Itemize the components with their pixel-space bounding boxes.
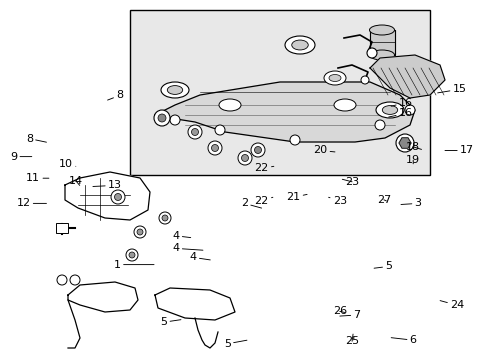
Circle shape bbox=[57, 275, 67, 285]
Ellipse shape bbox=[333, 99, 355, 111]
Circle shape bbox=[366, 48, 376, 58]
Text: 9: 9 bbox=[10, 152, 32, 162]
Text: 4: 4 bbox=[189, 252, 210, 262]
Circle shape bbox=[170, 115, 180, 125]
Circle shape bbox=[137, 229, 142, 235]
Circle shape bbox=[191, 129, 198, 135]
Ellipse shape bbox=[167, 86, 183, 94]
Text: 10: 10 bbox=[59, 159, 76, 169]
Text: 19: 19 bbox=[406, 155, 419, 165]
Circle shape bbox=[215, 125, 224, 135]
Text: 5: 5 bbox=[373, 261, 391, 271]
Text: 1: 1 bbox=[114, 260, 154, 270]
Circle shape bbox=[111, 190, 125, 204]
Ellipse shape bbox=[369, 50, 394, 60]
Circle shape bbox=[158, 114, 165, 122]
Circle shape bbox=[250, 143, 264, 157]
Ellipse shape bbox=[369, 25, 394, 35]
Text: 4: 4 bbox=[172, 231, 190, 241]
Circle shape bbox=[126, 249, 138, 261]
Text: 15: 15 bbox=[437, 84, 466, 94]
Text: 22: 22 bbox=[254, 196, 272, 206]
Text: 8: 8 bbox=[107, 90, 123, 100]
Ellipse shape bbox=[375, 102, 403, 118]
Text: 18: 18 bbox=[406, 142, 421, 152]
Polygon shape bbox=[68, 282, 138, 312]
Text: 8: 8 bbox=[26, 134, 46, 144]
Circle shape bbox=[241, 154, 248, 162]
Ellipse shape bbox=[291, 40, 307, 50]
Circle shape bbox=[70, 275, 80, 285]
Text: 26: 26 bbox=[332, 306, 346, 316]
Circle shape bbox=[162, 215, 168, 221]
Ellipse shape bbox=[328, 75, 340, 81]
Text: 23: 23 bbox=[328, 196, 346, 206]
Text: 25: 25 bbox=[345, 334, 358, 346]
Text: 7: 7 bbox=[339, 310, 360, 320]
Text: 24: 24 bbox=[439, 300, 464, 310]
Text: 20: 20 bbox=[313, 145, 334, 156]
Text: 27: 27 bbox=[376, 195, 390, 205]
Circle shape bbox=[289, 135, 299, 145]
Text: 3: 3 bbox=[400, 198, 421, 208]
Circle shape bbox=[129, 252, 135, 258]
Circle shape bbox=[154, 110, 170, 126]
Text: 23: 23 bbox=[342, 177, 358, 187]
Text: 22: 22 bbox=[254, 163, 273, 174]
Text: 17: 17 bbox=[444, 145, 473, 156]
Text: 11: 11 bbox=[26, 173, 49, 183]
Polygon shape bbox=[369, 55, 444, 98]
Circle shape bbox=[187, 125, 202, 139]
Text: 13: 13 bbox=[93, 180, 122, 190]
Circle shape bbox=[211, 144, 218, 152]
Circle shape bbox=[395, 134, 413, 152]
Circle shape bbox=[114, 194, 121, 201]
Text: 14: 14 bbox=[69, 176, 82, 186]
Bar bbox=[56, 223, 68, 233]
Bar bbox=[130, 10, 429, 175]
Polygon shape bbox=[398, 138, 410, 148]
Text: 4: 4 bbox=[172, 243, 203, 253]
Text: 21: 21 bbox=[286, 192, 306, 202]
Circle shape bbox=[238, 151, 251, 165]
Circle shape bbox=[207, 141, 222, 155]
Text: 5: 5 bbox=[160, 317, 181, 327]
Circle shape bbox=[254, 147, 261, 153]
Text: 6: 6 bbox=[390, 335, 416, 345]
Ellipse shape bbox=[382, 105, 397, 114]
Text: 16: 16 bbox=[388, 108, 412, 118]
Text: 5: 5 bbox=[224, 339, 246, 349]
Circle shape bbox=[374, 120, 384, 130]
Ellipse shape bbox=[285, 36, 314, 54]
Circle shape bbox=[134, 226, 146, 238]
Polygon shape bbox=[155, 82, 414, 142]
Ellipse shape bbox=[161, 82, 189, 98]
Text: 16: 16 bbox=[390, 98, 412, 108]
Polygon shape bbox=[369, 30, 394, 55]
Polygon shape bbox=[65, 172, 150, 220]
Polygon shape bbox=[155, 288, 235, 320]
Text: 12: 12 bbox=[17, 198, 46, 208]
Circle shape bbox=[404, 105, 414, 115]
Ellipse shape bbox=[219, 99, 241, 111]
Text: 2: 2 bbox=[241, 198, 261, 208]
Ellipse shape bbox=[324, 71, 346, 85]
Circle shape bbox=[360, 76, 368, 84]
Polygon shape bbox=[68, 300, 80, 348]
Circle shape bbox=[159, 212, 171, 224]
